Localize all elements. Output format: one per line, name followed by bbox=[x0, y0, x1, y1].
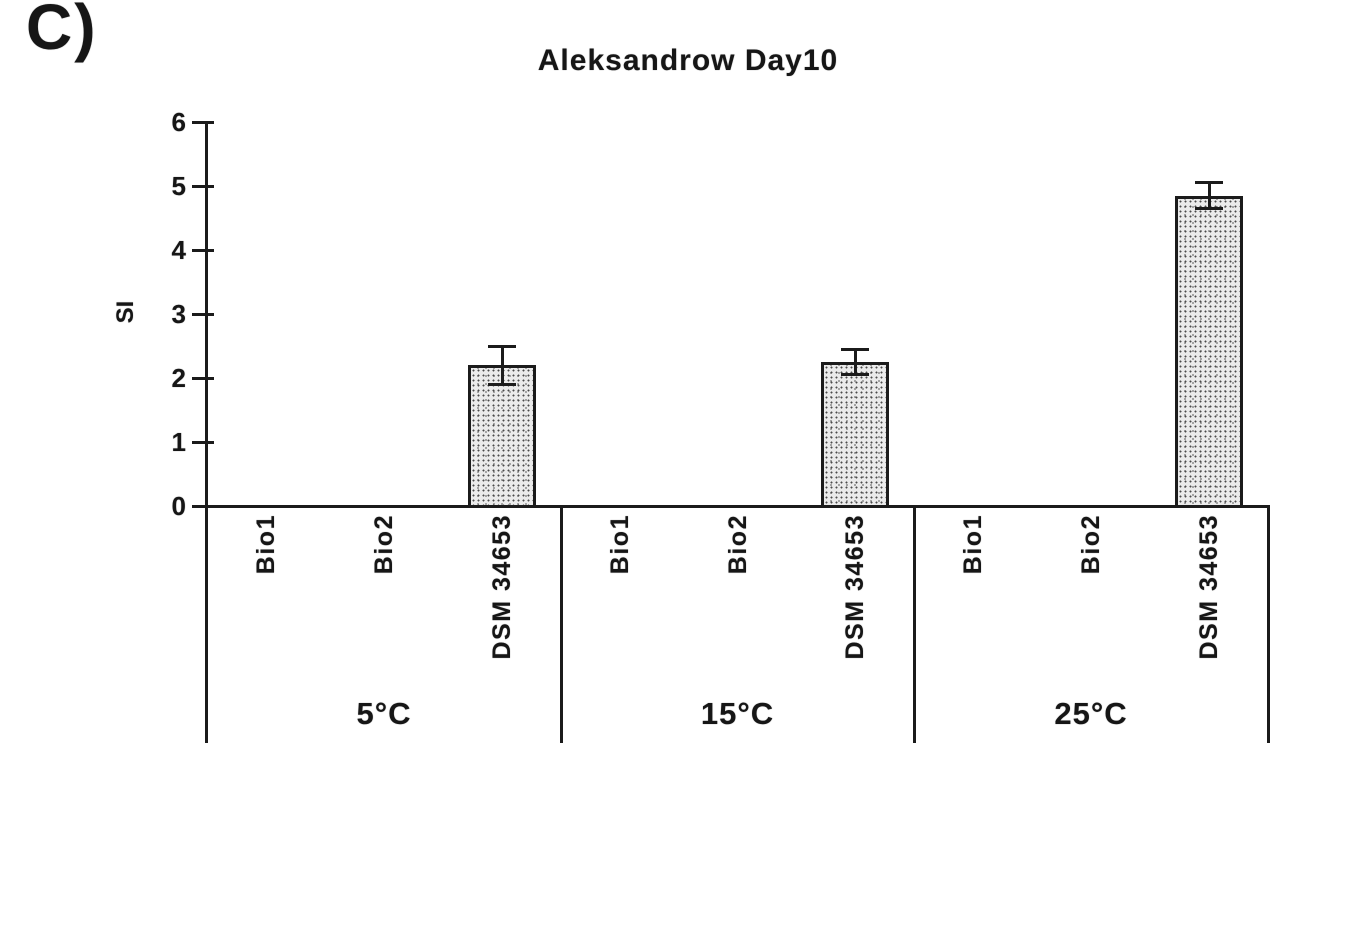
group-divider bbox=[559, 506, 563, 743]
y-tick-label: 1 bbox=[171, 427, 186, 457]
panel-label: C) bbox=[26, 0, 98, 63]
error-bar-line bbox=[500, 346, 504, 385]
error-bar-cap-bottom bbox=[1195, 206, 1223, 210]
y-tick-label: 5 bbox=[171, 171, 186, 201]
error-bar-cap-top bbox=[841, 347, 870, 351]
bar bbox=[468, 365, 536, 508]
bar-label: Bio2 bbox=[370, 514, 398, 575]
group-label: 5°C bbox=[356, 696, 412, 731]
y-tick-label: 3 bbox=[171, 299, 186, 329]
bar-label: Bio2 bbox=[723, 514, 752, 575]
error-bar-cap-bottom bbox=[841, 373, 870, 377]
x-axis-line bbox=[204, 504, 1270, 508]
y-tick-mark bbox=[192, 248, 214, 252]
bar-label: DSM 34653 bbox=[488, 514, 516, 660]
bar bbox=[1175, 195, 1243, 508]
y-tick-mark bbox=[192, 440, 214, 444]
group-label: 25°C bbox=[1054, 696, 1128, 731]
y-tick-mark bbox=[192, 376, 214, 380]
bar-label: Bio1 bbox=[959, 514, 987, 575]
group-divider bbox=[1266, 506, 1270, 743]
error-bar-cap-top bbox=[1195, 181, 1223, 185]
error-bar-line bbox=[853, 349, 857, 375]
bar-label: DSM 34653 bbox=[841, 514, 870, 660]
bar-label: DSM 34653 bbox=[1195, 514, 1223, 660]
y-tick-mark bbox=[192, 120, 214, 124]
error-bar-cap-top bbox=[488, 344, 516, 348]
error-bar-cap-bottom bbox=[488, 382, 516, 386]
y-tick-mark bbox=[192, 184, 214, 188]
y-axis-label: SI bbox=[112, 300, 139, 324]
y-axis-line bbox=[204, 124, 208, 743]
y-tick-label: 4 bbox=[171, 235, 186, 265]
chart-title: Aleksandrow Day10 bbox=[537, 44, 839, 77]
y-tick-label: 2 bbox=[171, 363, 186, 393]
y-tick-mark bbox=[192, 504, 214, 508]
group-divider bbox=[912, 506, 916, 743]
bar-label: Bio2 bbox=[1077, 514, 1105, 575]
bar-label: Bio1 bbox=[605, 514, 634, 575]
error-bar-line bbox=[1207, 182, 1211, 209]
y-tick-label: 0 bbox=[171, 491, 186, 521]
y-tick-mark bbox=[192, 312, 214, 316]
group-label: 15°C bbox=[700, 696, 775, 731]
y-tick-label: 6 bbox=[171, 107, 186, 137]
bar-label: Bio1 bbox=[252, 514, 280, 575]
bar bbox=[821, 362, 890, 508]
